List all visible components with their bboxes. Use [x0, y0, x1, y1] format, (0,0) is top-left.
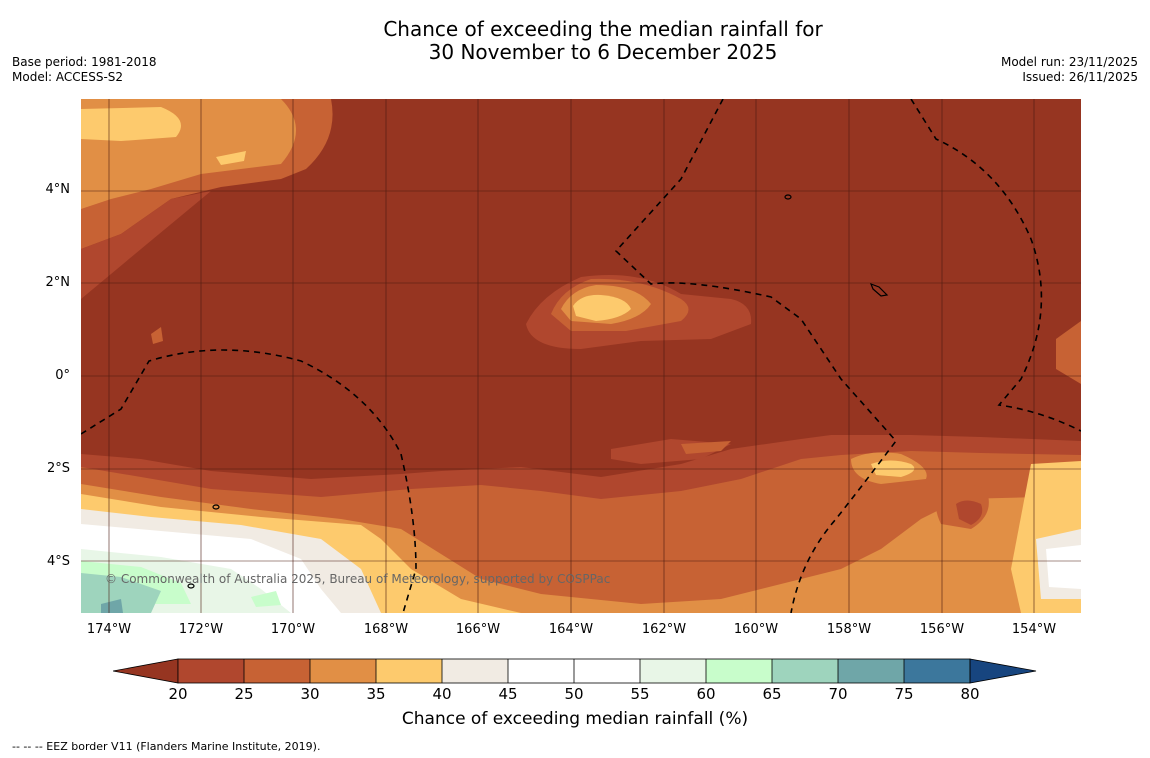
model-run: Model run: 23/11/2025: [1000, 55, 1138, 69]
colorbar-tick: 50: [564, 685, 584, 703]
title-line-1: Chance of exceeding the median rainfall …: [383, 17, 823, 41]
colorbar-bin: [574, 659, 640, 683]
colorbar-tick: 25: [234, 685, 254, 703]
eez-legend: -- -- -- EEZ border V11 (Flanders Marine…: [12, 740, 321, 753]
colorbar-tick: 55: [630, 685, 650, 703]
colorbar-bin: [508, 659, 574, 683]
colorbar-tick: 75: [894, 685, 914, 703]
colorbar-tick: 35: [366, 685, 386, 703]
lat-label-4s: 4°S: [46, 554, 70, 569]
lon-label-168w: 168°W: [363, 622, 409, 637]
lon-label-154w: 154°W: [1011, 622, 1057, 637]
colorbar-bin: [904, 659, 970, 683]
lon-label-172w: 172°W: [178, 622, 224, 637]
colorbar-bin: [772, 659, 838, 683]
lon-label-162w: 162°W: [641, 622, 687, 637]
meta-left: Base period: 1981-2018 Model: ACCESS-S2: [12, 55, 157, 85]
lon-label-166w: 166°W: [455, 622, 501, 637]
colorbar-bin: [376, 659, 442, 683]
title-line-2: 30 November to 6 December 2025: [428, 40, 778, 64]
lat-label-4n: 4°N: [45, 182, 71, 197]
colorbar-bin: [178, 659, 244, 683]
colorbar-tick: 45: [498, 685, 518, 703]
colorbar-tick: 20: [168, 685, 188, 703]
colorbar-label: Chance of exceeding median rainfall (%): [401, 709, 749, 729]
lat-label-2n: 2°N: [45, 275, 71, 290]
colorbar-bin: [838, 659, 904, 683]
colorbar-tick: 70: [828, 685, 848, 703]
colorbar: [113, 658, 1037, 684]
colorbar-tick: 40: [432, 685, 452, 703]
lon-label-174w: 174°W: [86, 622, 132, 637]
colorbar-bin: [310, 659, 376, 683]
lon-label-170w: 170°W: [270, 622, 316, 637]
lon-label-158w: 158°W: [826, 622, 872, 637]
model-name: Model: ACCESS-S2: [12, 70, 124, 84]
colorbar-over: [969, 658, 1037, 684]
colorbar-under: [113, 658, 179, 684]
colorbar-tick: 65: [762, 685, 782, 703]
lat-label-2s: 2°S: [46, 461, 70, 476]
colorbar-bin: [640, 659, 706, 683]
chart-title: Chance of exceeding the median rainfall …: [0, 18, 1150, 64]
colorbar-bin: [442, 659, 508, 683]
base-period: Base period: 1981-2018: [12, 55, 157, 69]
rainfall-map: [81, 99, 1081, 613]
colorbar-bin: [706, 659, 772, 683]
colorbar-tick: 30: [300, 685, 320, 703]
issued-date: Issued: 26/11/2025: [1022, 70, 1138, 84]
lon-label-156w: 156°W: [919, 622, 965, 637]
lon-label-164w: 164°W: [548, 622, 594, 637]
map-copyright: © Commonwealth of Australia 2025, Bureau…: [105, 572, 611, 586]
lon-label-160w: 160°W: [733, 622, 779, 637]
meta-right: Model run: 23/11/2025 Issued: 26/11/2025: [1001, 55, 1138, 85]
colorbar-tick: 80: [960, 685, 980, 703]
colorbar-tick: 60: [696, 685, 716, 703]
colorbar-bin: [244, 659, 310, 683]
lat-label-0: 0°: [55, 368, 70, 383]
